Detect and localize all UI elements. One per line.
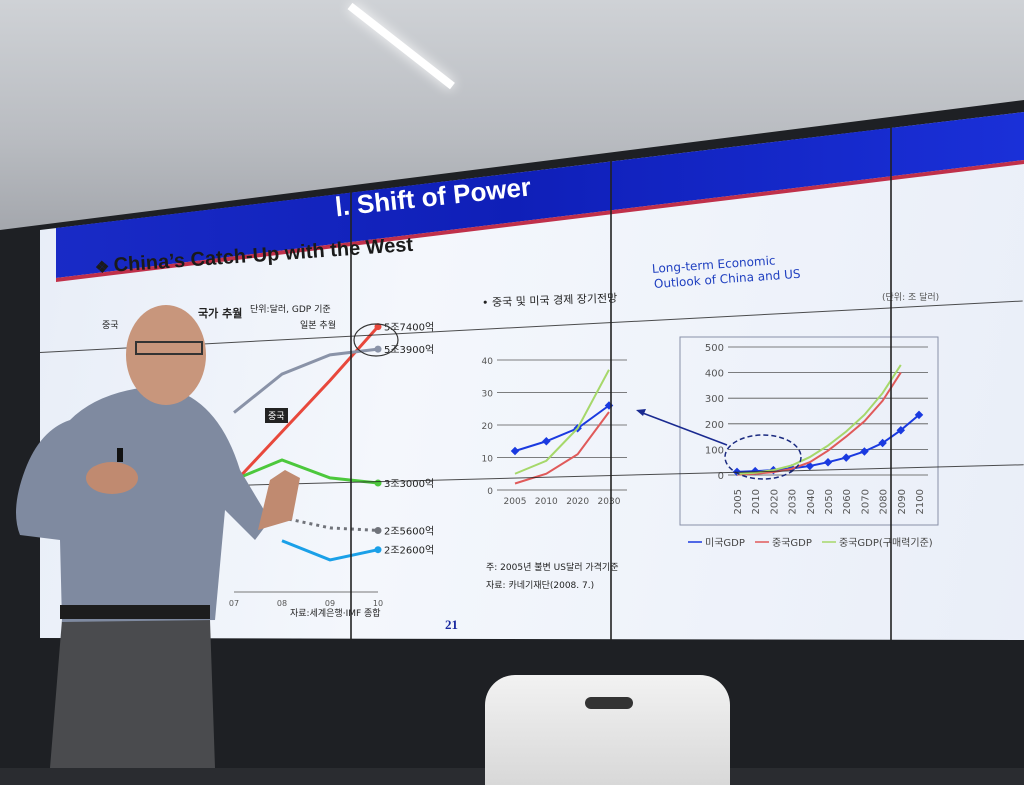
x-tick-label: 2060 xyxy=(842,489,853,514)
presenter-left-hand xyxy=(86,462,138,494)
x-tick-label: 08 xyxy=(277,599,287,608)
series-end-label: 2조2600억 xyxy=(384,545,434,557)
data-point xyxy=(510,446,520,456)
series-line xyxy=(281,516,379,532)
screen-seam xyxy=(610,160,612,640)
x-tick-label: 2030 xyxy=(788,489,799,514)
series-line xyxy=(232,325,380,485)
x-tick-label: 10 xyxy=(373,599,383,608)
x-tick-label: 2020 xyxy=(566,497,589,507)
x-tick-label: 2030 xyxy=(598,497,621,507)
series-end-label: 5조3900억 xyxy=(384,344,434,356)
data-point xyxy=(542,437,551,446)
series-line xyxy=(514,369,610,475)
y-tick-label: 20 xyxy=(482,422,494,432)
x-tick-label: 2050 xyxy=(824,489,835,514)
presenter-right-hand xyxy=(258,470,300,530)
series-line xyxy=(233,458,379,485)
x-tick-label: 2100 xyxy=(915,489,926,514)
data-point xyxy=(823,457,833,467)
legend-label: 중국GDP xyxy=(772,537,812,549)
x-tick-label: 2090 xyxy=(897,489,908,514)
chart-frame xyxy=(679,336,939,526)
series-end-label: 2조5600억 xyxy=(384,525,434,537)
y-tick-label: 0 xyxy=(718,471,724,482)
x-tick-label: 2005 xyxy=(733,489,744,514)
y-tick-label: 10 xyxy=(482,455,494,465)
data-point xyxy=(896,425,906,435)
x-tick-label: 2080 xyxy=(879,489,890,514)
y-tick-label: 40 xyxy=(482,357,494,367)
y-tick-label: 400 xyxy=(705,369,724,380)
x-tick-label: 2010 xyxy=(751,489,762,514)
data-point xyxy=(374,526,382,534)
highlight-ellipse xyxy=(724,434,802,480)
x-tick-label: 07 xyxy=(229,599,239,608)
y-tick-label: 30 xyxy=(482,390,494,400)
data-point xyxy=(374,546,382,554)
data-point xyxy=(374,323,382,331)
y-tick-label: 500 xyxy=(705,343,724,354)
unit-note: 단위:달러, GDP 기준 xyxy=(250,305,331,315)
y-tick-label: 0 xyxy=(487,487,493,497)
series-end-label: 5조7400억 xyxy=(384,322,434,334)
x-tick-label: 2070 xyxy=(860,489,871,514)
screen-seam xyxy=(350,190,352,640)
middle-note: 주: 2005년 불변 US달러 가격기준 xyxy=(486,563,619,573)
right-unit: (단위: 조 달러) xyxy=(882,293,940,303)
data-point xyxy=(374,345,382,353)
china-tag: 중국 xyxy=(265,408,288,423)
highlight-circle xyxy=(353,323,399,357)
series-line xyxy=(514,411,610,485)
screen-seam xyxy=(890,125,892,640)
presenter-shirt xyxy=(16,388,270,622)
presenter xyxy=(16,305,300,768)
x-tick-label: 2010 xyxy=(535,497,558,507)
left-heading-part2: 국가 추월 xyxy=(198,307,243,320)
x-tick-label: 2040 xyxy=(806,489,817,514)
x-tick-label: 2005 xyxy=(504,497,527,507)
y-tick-label: 300 xyxy=(705,394,724,405)
japan-annotation: 일본 추월 xyxy=(300,321,336,331)
series-line xyxy=(233,347,379,414)
chair-handle-slot xyxy=(585,697,633,709)
data-point xyxy=(841,453,851,462)
chair-back xyxy=(485,675,730,785)
pointer-arrow xyxy=(639,411,728,446)
left-heading-part1: 중국 xyxy=(102,321,119,331)
left-source: 자료:세계은행·IMF 종합 xyxy=(290,609,381,619)
y-tick-label: 200 xyxy=(705,420,724,431)
middle-source: 자료: 카네기재단(2008. 7.) xyxy=(486,581,595,591)
page-number: 21 xyxy=(445,617,458,632)
series-line xyxy=(736,372,902,476)
data-point xyxy=(914,410,924,420)
x-tick-label: 09 xyxy=(325,599,335,608)
legend-label: 미국GDP xyxy=(705,537,745,549)
arrow-head-icon xyxy=(636,409,646,416)
y-tick-label: 100 xyxy=(705,445,724,456)
x-tick-label: 2020 xyxy=(769,489,780,514)
presenter-trousers xyxy=(50,620,215,768)
presenter-belt xyxy=(60,605,210,619)
data-point xyxy=(860,447,869,456)
glasses xyxy=(135,341,203,355)
legend-label: 중국GDP(구매력기준) xyxy=(839,537,933,549)
series-line xyxy=(514,404,610,452)
slide-charts: 07 08 09 105조7400억5조3900억3조3000억2조5600억2조26… xyxy=(229,322,939,608)
series-line xyxy=(281,539,379,562)
remote-clicker xyxy=(117,448,123,462)
data-point xyxy=(878,438,887,448)
